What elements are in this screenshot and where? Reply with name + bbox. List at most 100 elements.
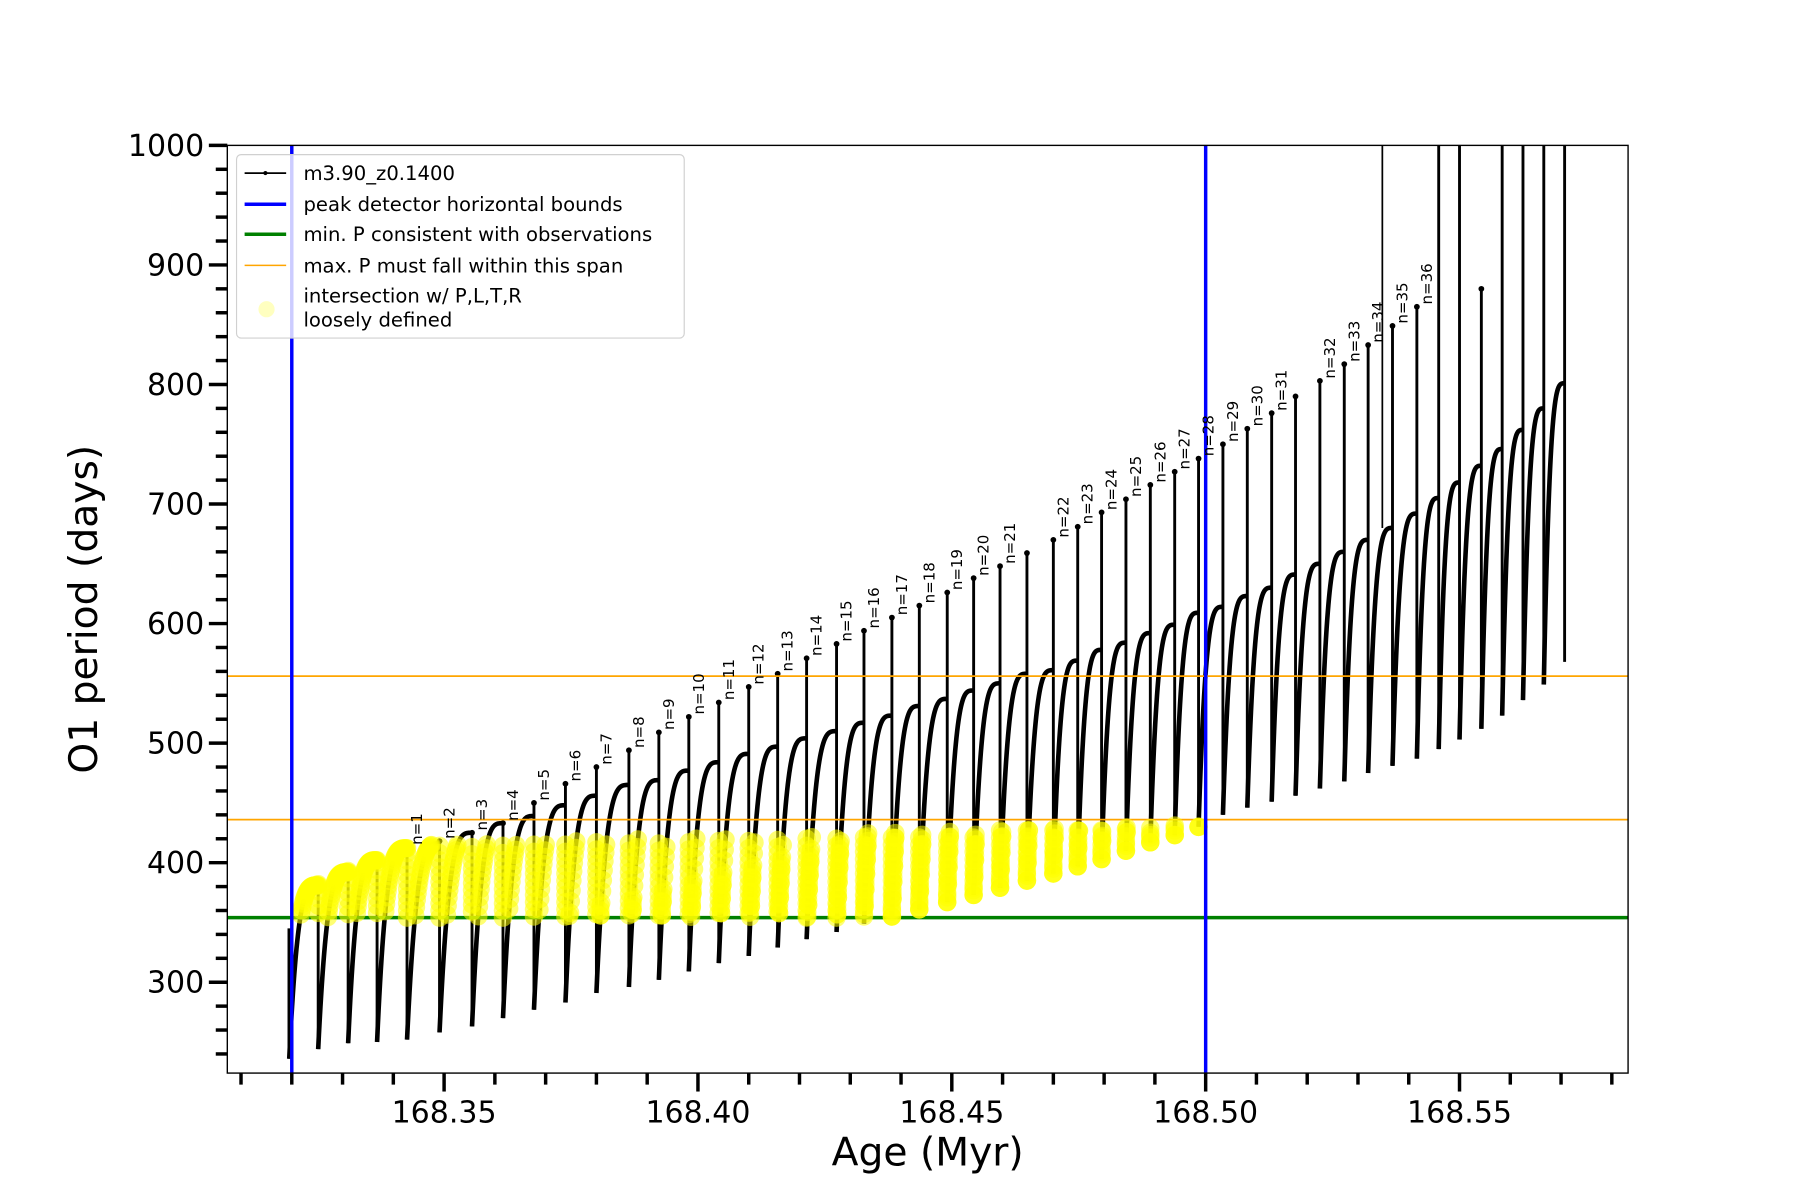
highlight-point [477,835,496,854]
spike-top-marker [1050,537,1057,543]
cycle-labels: n=1 n=2 n=3 n=4 n=5 n=6 n=7 n=8 n=9 n=10 n=11 n=12 n… [408,263,1436,845]
cycle-label: n=6 [566,750,584,782]
spike-top-marker [861,627,867,634]
spike-top-marker [1123,496,1129,503]
y-tick-label: 800 [147,368,204,403]
legend: m3.90_z0.1400 peak detector horizontal b… [235,154,685,339]
cycle-curve [1099,640,1128,860]
spike-top-marker [1413,303,1420,310]
highlight-point [802,828,822,847]
legend-marker-model [263,171,268,176]
spike-top-marker [944,589,951,596]
cycle-label: n=11 [720,659,738,700]
cycle-curve [971,681,1002,896]
highlight-point [773,835,792,855]
axes: 168.35 168.40 168.45 168.50 168.55 300 400 500 6… [128,129,1614,1131]
cycle-label: n=31 [1273,370,1291,411]
cycle-curve [1220,593,1249,815]
horizontal-lines [227,675,1629,920]
y-tick-label: 900 [147,248,204,283]
highlight-point [716,830,735,849]
cycle-curve [944,688,976,903]
highlight-point [1069,821,1089,840]
spike-top-marker [970,575,977,582]
spike-top-marker [1171,468,1178,475]
y-tick-label: 600 [147,607,204,642]
x-tick-label: 168.55 [1407,1096,1512,1131]
spike-top-marker [1244,425,1251,432]
spike-top-marker [531,800,537,806]
highlight-point [397,843,417,863]
spike-top-marker [889,614,895,621]
cycle-label: n=32 [1321,337,1339,378]
cycle-label: n=14 [808,615,826,656]
spike-top-marker [745,684,752,690]
cycle-label: n=36 [1418,263,1436,304]
legend-box [235,154,685,339]
highlight-point [1189,817,1208,837]
cycle-label: n=4 [504,789,522,821]
cycle-label: n=22 [1054,496,1072,537]
cycle-curve [1244,585,1274,808]
cycle-label: n=26 [1151,441,1169,482]
y-tick-label: 700 [147,487,204,522]
cycle-label: n=12 [750,643,768,684]
legend-label-model: m3.90_z0.1400 [303,162,454,185]
cycle-label: n=27 [1176,428,1194,469]
highlight-point [448,835,467,855]
spike-top-marker [626,747,632,754]
cycle-curve [917,696,949,910]
cycle-curve [1414,495,1441,759]
spike-top-marker [500,820,506,827]
spike-top-marker [1147,482,1154,488]
spike-top-marker [1074,523,1081,530]
highlight-point [858,824,878,843]
cycle-label: n=33 [1345,321,1363,362]
spike-top-marker [562,780,569,787]
cycle-label: n=30 [1248,385,1266,426]
cycle-curve [1479,446,1504,729]
spike-top-marker [1195,455,1202,462]
cycle-curve [1436,480,1462,750]
cycle-label: n=20 [975,535,993,576]
y-tick-label: 1000 [128,129,204,164]
cycle-curve [1293,561,1322,796]
legend-marker-highlight [258,301,275,318]
cycle-label: n=15 [838,600,856,641]
y-axis-label: O1 period (days) [62,445,107,774]
cycle-curve [1390,511,1419,766]
x-axis-label: Age (Myr) [832,1130,1024,1175]
cycle-label: n=29 [1224,401,1242,442]
cycle-label: n=5 [535,769,553,801]
highlight-point [886,823,905,843]
cycle-label: n=18 [920,562,938,603]
highlight-point [628,830,648,849]
cycle-label: n=10 [690,673,708,714]
highlight-point [1045,819,1064,839]
spike-top-marker [833,641,840,647]
cycle-curve [1541,380,1567,685]
highlight-point [567,832,586,851]
cycle-curve [1341,537,1370,782]
cycle-label: n=19 [948,549,966,590]
highlight-point [1141,823,1160,842]
spike-top-marker [1341,361,1348,368]
highlight-point [1019,821,1039,840]
highlight-point [536,835,555,854]
x-tick-label: 168.35 [392,1096,497,1131]
cycle-curve [1196,604,1225,827]
cycle-label: n=25 [1127,456,1145,497]
highlight-layer [291,816,1208,927]
cycle-curve [1075,647,1104,867]
cycle-label: n=7 [597,733,615,765]
spike-top-marker [774,670,781,677]
y-tick-label: 500 [147,727,204,762]
cycle-curve [1148,622,1177,843]
spike-top-marker [685,713,692,720]
x-tick-label: 168.40 [645,1096,750,1131]
spike-top-marker [1389,323,1396,329]
highlight-point [338,861,358,881]
spike-top-marker [1292,393,1299,400]
highlight-point [940,822,960,842]
spike-top-marker [715,699,722,706]
